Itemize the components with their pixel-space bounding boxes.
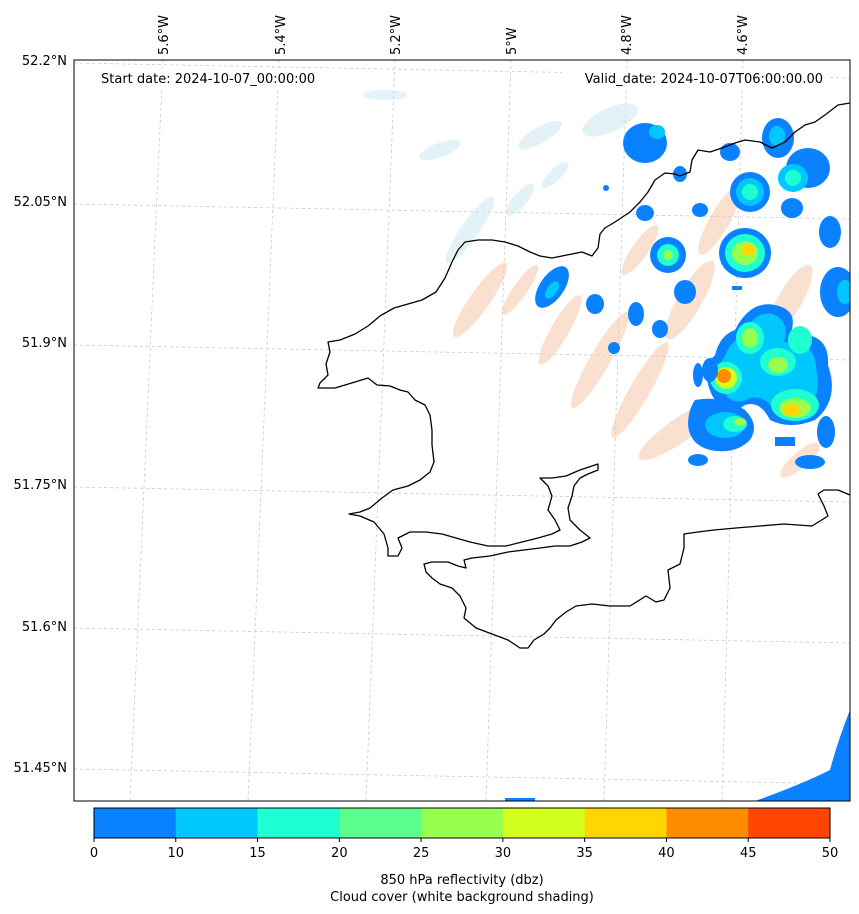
colorbar: 0 10 15 20 25 30 35 40 45 50 850 hPa reflectivity… (90, 807, 838, 905)
colorbar-segment (666, 808, 749, 838)
lon-label-4-6w: 4.6°W (736, 15, 751, 55)
colorbar-tick-label: 40 (658, 846, 675, 861)
colorbar-segment (257, 808, 340, 838)
colorbar-ticks: 0 10 15 20 25 30 35 40 45 50 (90, 838, 838, 861)
valid-date-box (562, 68, 830, 88)
colorbar-tick-label: 0 (90, 846, 98, 861)
colorbar-segment (339, 808, 422, 838)
map-frame (73, 59, 851, 802)
lon-label-5w: 5°W (505, 27, 520, 55)
colorbar-segment (748, 808, 831, 838)
colorbar-tick-label: 35 (576, 846, 593, 861)
colorbar-segment (175, 808, 259, 838)
colorbar-segment (584, 808, 667, 838)
colorbar-tick-label: 25 (413, 846, 430, 861)
longitude-labels: 5.6°W 5.4°W 5.2°W 5°W 4.8°W 4.6°W (157, 15, 751, 55)
lon-label-5-4w: 5.4°W (274, 15, 289, 55)
lat-label-51-75n: 51.75°N (14, 478, 67, 493)
lon-label-5-2w: 5.2°W (389, 15, 404, 55)
colorbar-tick-label: 30 (495, 846, 512, 861)
colorbar-segment (502, 808, 586, 838)
reflectivity-cells (505, 118, 850, 801)
colorbar-tick-label: 45 (740, 846, 757, 861)
colorbar-segments (94, 808, 831, 838)
coastline (317, 102, 850, 649)
lon-label-4-8w: 4.8°W (620, 15, 635, 55)
colorbar-frame (93, 807, 831, 839)
start-date-label: Start date: 2024-10-07_00:00:00 (101, 72, 315, 87)
colorbar-tick-label: 15 (249, 846, 266, 861)
valid-date-label: Valid_date: 2024-10-07T06:00:00.00 (585, 72, 823, 87)
colorbar-tick-label: 20 (331, 846, 348, 861)
colorbar-tick-label: 10 (168, 846, 185, 861)
colorbar-segment (421, 808, 504, 838)
lat-label-51-6n: 51.6°N (22, 620, 67, 635)
lat-label-51-9n: 51.9°N (22, 336, 67, 351)
lat-label-52-2n: 52.2°N (22, 54, 67, 69)
lon-label-5-6w: 5.6°W (157, 15, 172, 55)
colorbar-label: 850 hPa reflectivity (dbz) (380, 873, 543, 888)
colorbar-segment (94, 808, 177, 838)
lat-label-52-05n: 52.05°N (14, 195, 67, 210)
colorbar-sublabel: Cloud cover (white background shading) (330, 890, 594, 905)
start-date-box (96, 68, 334, 88)
latitude-labels: 52.2°N 52.05°N 51.9°N 51.75°N 51.6°N 51.… (14, 54, 67, 776)
lat-label-51-45n: 51.45°N (14, 761, 67, 776)
colorbar-tick-label: 50 (822, 846, 839, 861)
graticule (74, 60, 850, 801)
